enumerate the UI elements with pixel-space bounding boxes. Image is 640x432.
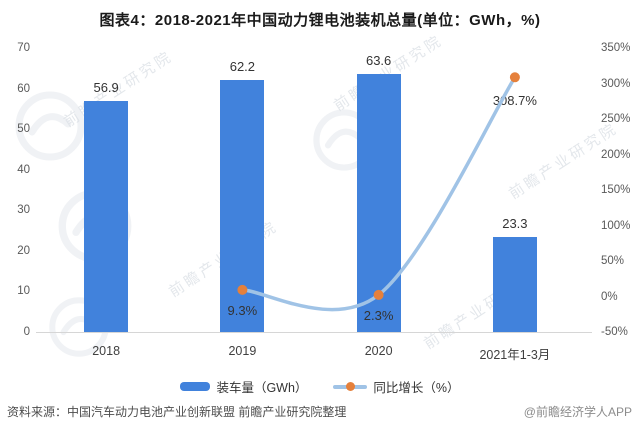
left-axis-tick: 40: [17, 163, 30, 176]
growth-value-label: 9.3%: [227, 302, 258, 318]
line-marker-swatch: [346, 381, 356, 391]
right-axis-tick: 250%: [601, 113, 631, 125]
bar-2018: [84, 101, 129, 332]
bar-series-swatch: [180, 382, 211, 391]
line-series-swatch: [333, 381, 368, 391]
x-category-label: 2019: [228, 344, 257, 358]
left-axis-tick: 50: [17, 123, 30, 136]
growth-value-label: 2.3%: [363, 307, 394, 323]
legend-item-installed-volume[interactable]: 装车量（GWh）: [180, 377, 307, 396]
right-axis-tick: 200%: [601, 148, 631, 161]
right-axis-tick: 100%: [601, 219, 631, 232]
right-axis-tick: 150%: [601, 184, 631, 196]
bar-value-label: 62.2: [229, 58, 256, 74]
legend-line-label: 同比增长（%）: [373, 381, 460, 395]
x-category-label: 2018: [92, 344, 121, 358]
x-category-label: 2020: [364, 344, 393, 358]
bar-value-label: 23.3: [502, 216, 528, 232]
credit-text: @前瞻经济学人APP: [523, 405, 632, 419]
left-axis-tick: 10: [17, 285, 30, 298]
legend: 装车量（GWh） 同比增长（%）: [0, 377, 640, 396]
bar-2021年1-3月: [492, 237, 537, 332]
x-category-label: 2021年1-3月: [479, 348, 551, 362]
right-axis-tick: 350%: [601, 42, 631, 54]
bar-2020: [356, 73, 401, 332]
right-axis-tick: 50%: [601, 255, 625, 267]
bar-value-label: 63.6: [365, 52, 392, 68]
left-axis-tick: 20: [17, 244, 30, 257]
right-axis-tick: 0%: [601, 290, 618, 303]
left-axis-tick: 0: [23, 326, 30, 338]
growth-value-label: 308.7%: [492, 93, 537, 109]
left-axis-tick: 60: [17, 82, 30, 95]
left-axis-tick: 30: [17, 204, 30, 217]
legend-item-yoy-growth[interactable]: 同比增长（%）: [333, 377, 460, 396]
right-axis-tick: 300%: [601, 77, 631, 90]
bar-value-label: 56.9: [93, 80, 119, 96]
chart-title: 图表4：2018-2021年中国动力锂电池装机总量(单位：GWh，%): [99, 12, 541, 29]
left-axis-tick: 70: [17, 42, 30, 54]
bar-2019: [220, 79, 265, 332]
x-axis-line: [36, 332, 592, 333]
right-axis-tick: -50%: [601, 326, 628, 338]
data-source-text: 资料来源：中国汽车动力电池产业创新联盟 前瞻产业研究院整理: [7, 405, 347, 419]
legend-bar-label: 装车量（GWh）: [216, 381, 308, 395]
